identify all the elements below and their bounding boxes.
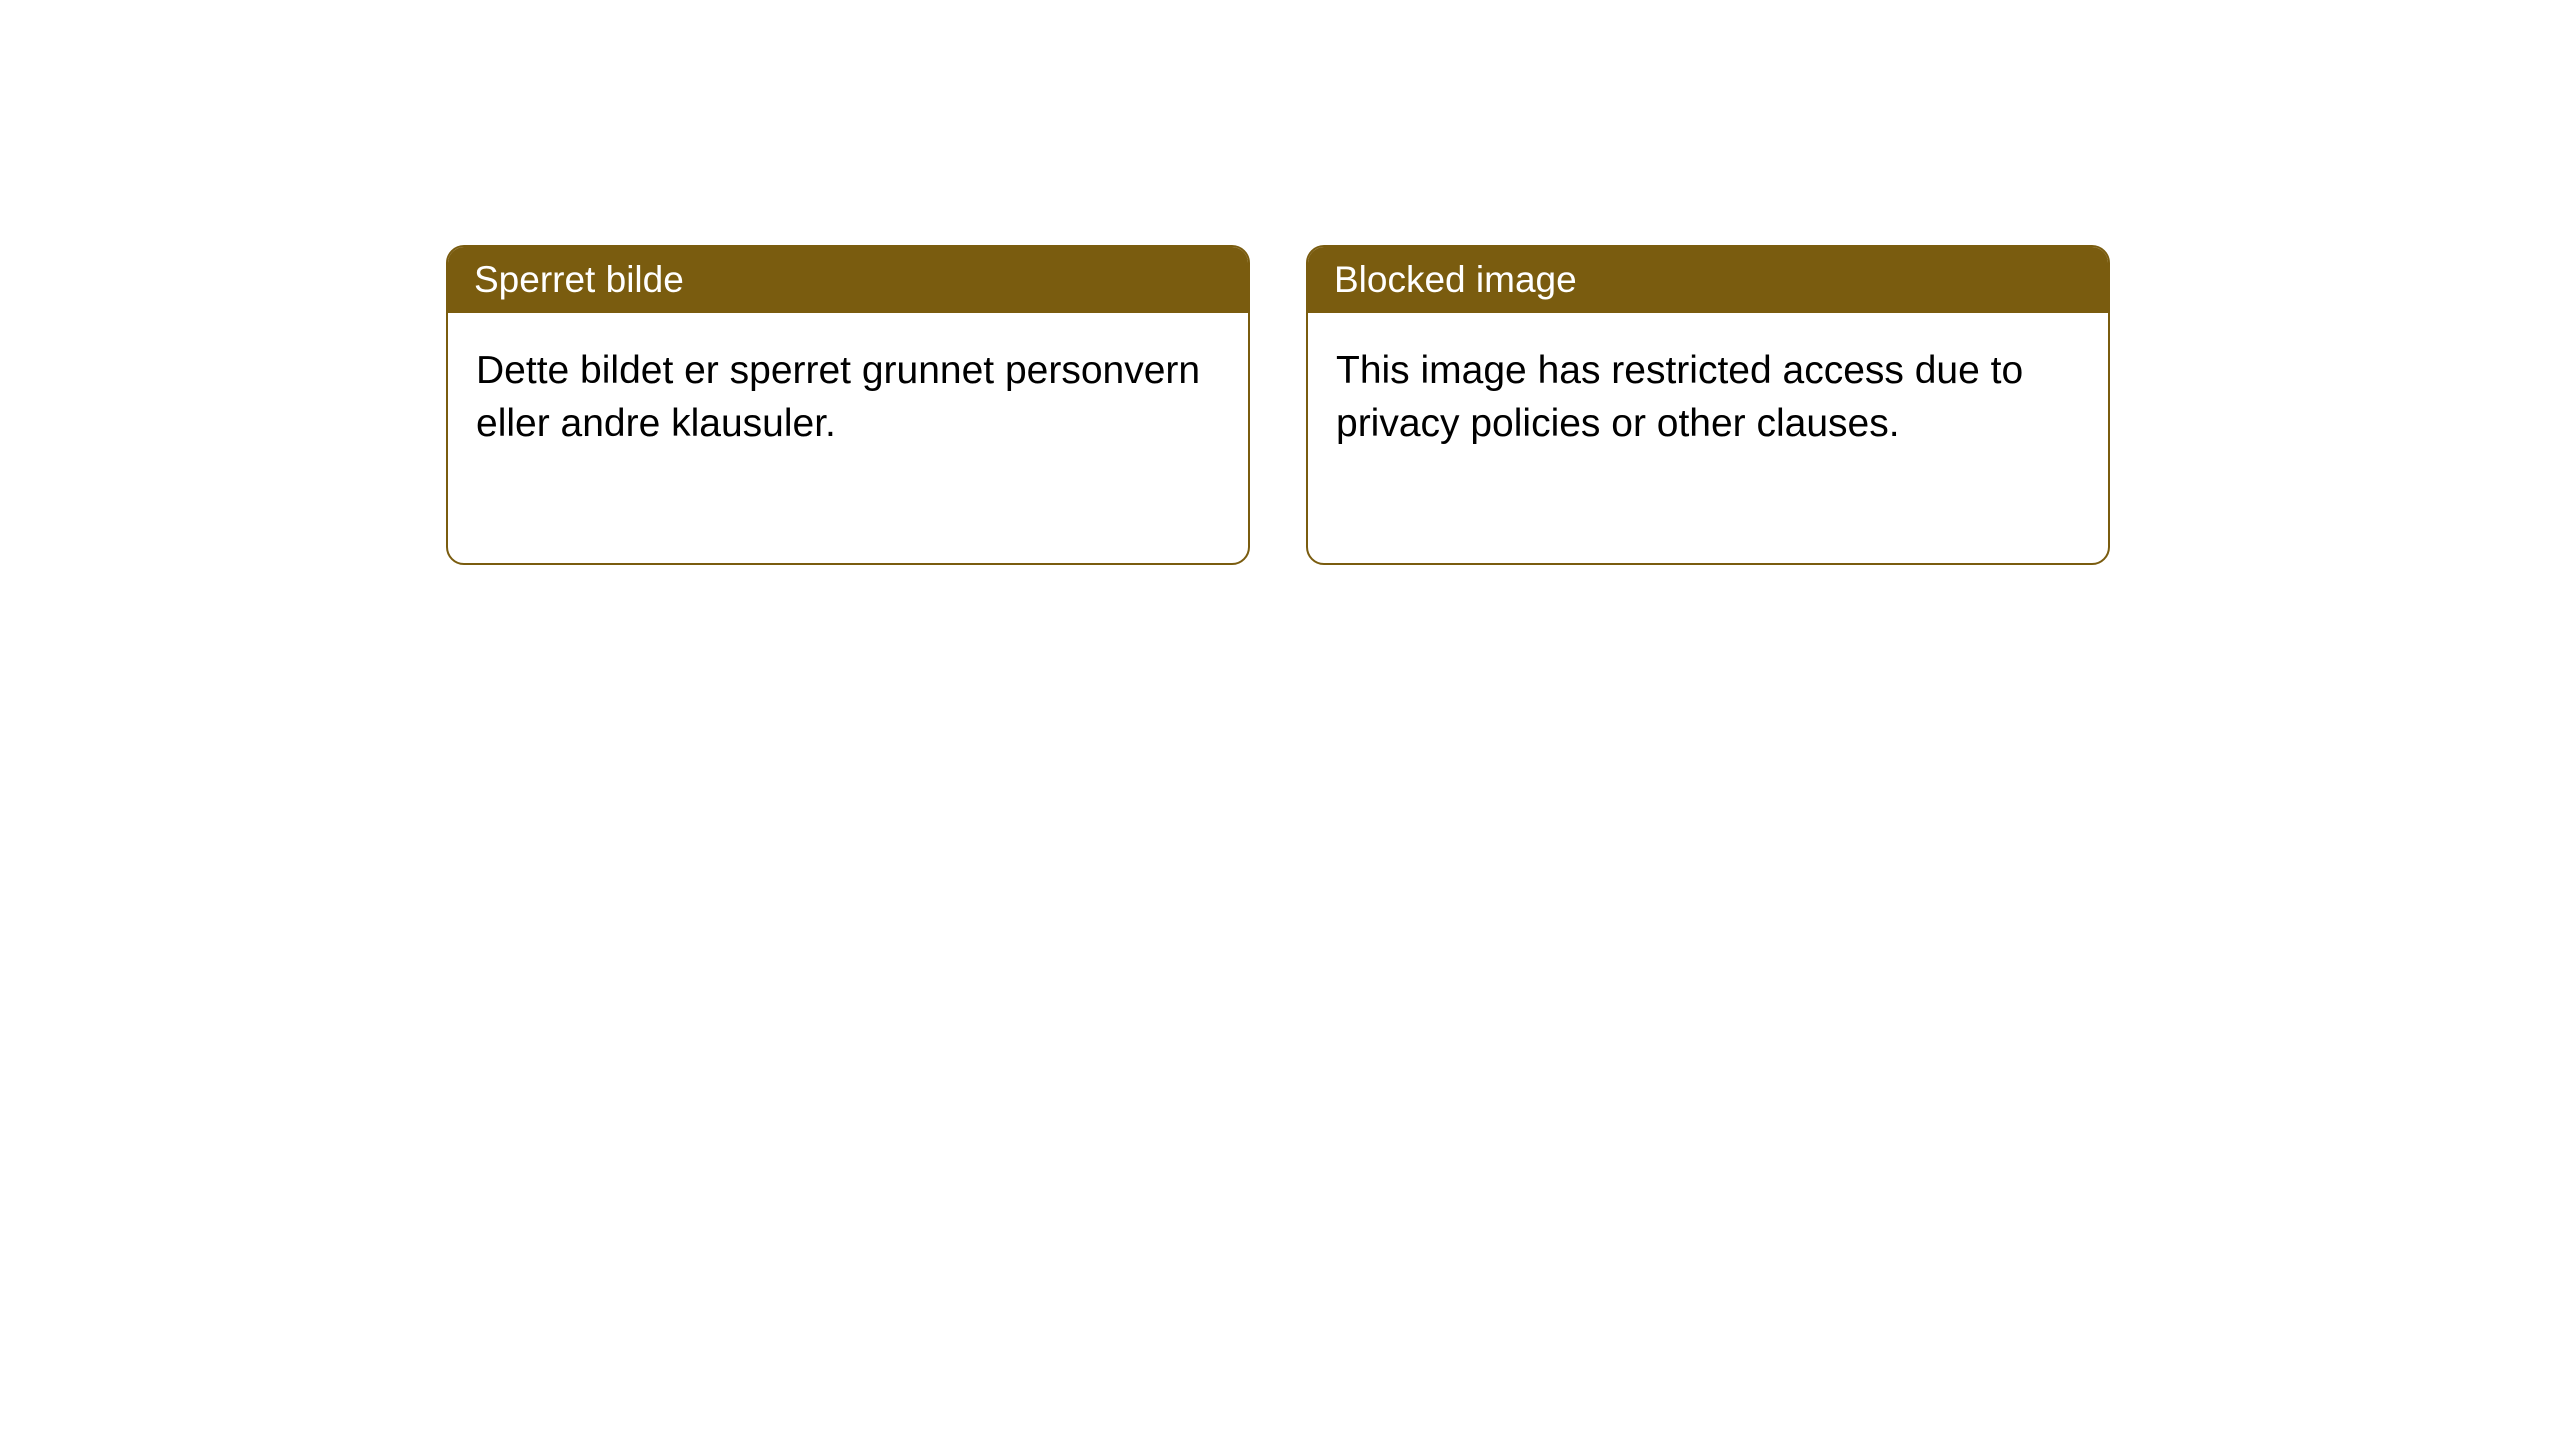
notice-header: Blocked image — [1308, 247, 2108, 313]
notice-title: Sperret bilde — [474, 259, 684, 300]
notice-body-text: Dette bildet er sperret grunnet personve… — [476, 349, 1200, 445]
notice-container: Sperret bilde Dette bildet er sperret gr… — [0, 0, 2560, 565]
notice-box-norwegian: Sperret bilde Dette bildet er sperret gr… — [446, 245, 1250, 565]
notice-body: This image has restricted access due to … — [1308, 313, 2108, 563]
notice-body-text: This image has restricted access due to … — [1336, 349, 2023, 445]
notice-title: Blocked image — [1334, 259, 1577, 300]
notice-body: Dette bildet er sperret grunnet personve… — [448, 313, 1248, 563]
notice-header: Sperret bilde — [448, 247, 1248, 313]
notice-box-english: Blocked image This image has restricted … — [1306, 245, 2110, 565]
